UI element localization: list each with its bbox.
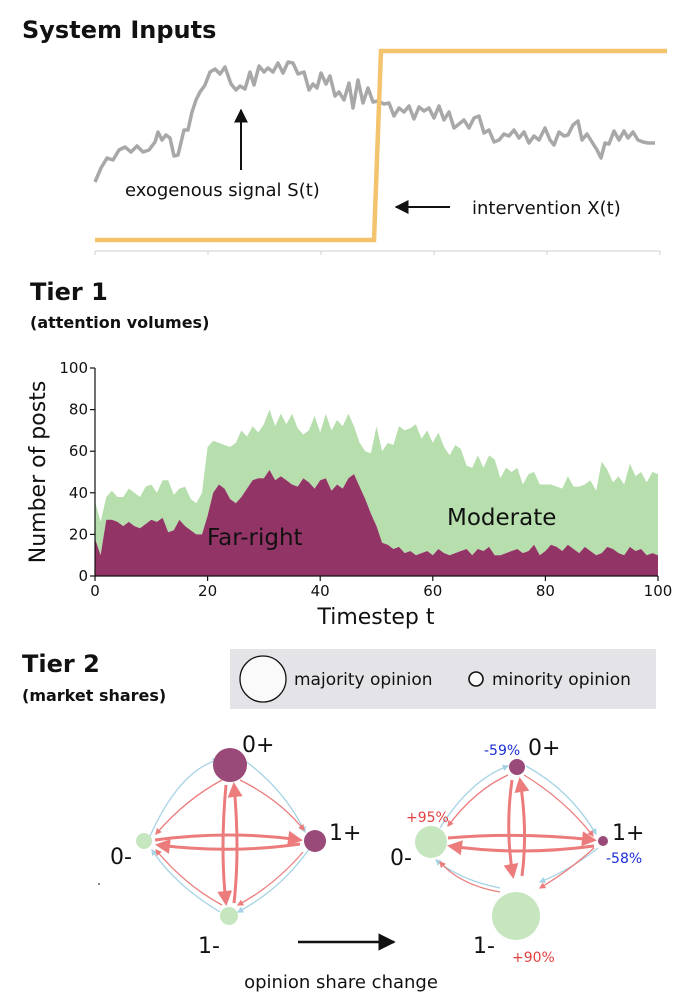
attention-volume-chart: 0 20 40 60 80 100 0 20 40 60 80 100 Timestep t Num… xyxy=(26,359,672,630)
y-tick-label: 60 xyxy=(69,442,88,460)
tier1-panel: Tier 1 (attention volumes) 0 20 40 60 80 100 … xyxy=(26,278,672,630)
system-inputs-heading: System Inputs xyxy=(22,16,216,44)
minority-opinion-legend-label: minority opinion xyxy=(492,670,631,690)
before-node-0minus xyxy=(136,833,152,849)
y-tick-label: 80 xyxy=(69,401,88,419)
after-node-0minus-change: +95% xyxy=(406,810,449,826)
x-tick-label: 100 xyxy=(644,582,673,600)
moderate-area-label: Moderate xyxy=(447,505,556,531)
x-tick-label: 60 xyxy=(423,582,442,600)
y-axis-title: Number of posts xyxy=(26,381,51,564)
y-tick-label: 100 xyxy=(59,359,88,377)
after-node-1plus-change: -58% xyxy=(606,851,642,867)
intervention-line xyxy=(95,48,667,243)
before-red-thin-edges xyxy=(155,779,305,906)
after-node-1minus xyxy=(492,892,540,940)
after-red-thin-edges xyxy=(439,774,595,893)
far-right-area-label: Far-right xyxy=(207,525,303,551)
before-red-thick-edges xyxy=(154,782,303,906)
opinion-change-label: opinion share change xyxy=(244,972,438,993)
tier2-legend: majority opinion minority opinion xyxy=(230,649,656,709)
after-node-0minus xyxy=(415,826,447,858)
before-blue-edges xyxy=(149,758,311,913)
tier2-panel: Tier 2 (market shares) majority opinion … xyxy=(22,649,656,993)
minority-opinion-legend-circle xyxy=(468,671,484,687)
intervention-label: intervention X(t) xyxy=(472,198,621,219)
far-right-area xyxy=(95,469,658,576)
before-node-1minus xyxy=(220,907,238,925)
before-node-1minus-label: 1- xyxy=(198,934,220,959)
after-node-0plus-label: 0+ xyxy=(528,736,560,761)
before-node-0minus-label: 0- xyxy=(110,845,132,870)
y-tick-label: 40 xyxy=(69,484,88,502)
before-node-1plus-label: 1+ xyxy=(329,821,361,846)
tier2-subheading: (market shares) xyxy=(22,686,166,705)
after-node-1plus xyxy=(598,836,608,846)
x-axis-title: Timestep t xyxy=(316,605,434,630)
y-tick-label: 20 xyxy=(69,525,88,543)
x-tick-label: 0 xyxy=(90,582,100,600)
x-tick-label: 20 xyxy=(198,582,217,600)
majority-opinion-legend-label: majority opinion xyxy=(294,670,433,690)
x-tick-label: 40 xyxy=(311,582,330,600)
x-tick-label: 80 xyxy=(536,582,555,600)
after-node-1plus-label: 1+ xyxy=(612,821,644,846)
after-node-1minus-change: +90% xyxy=(512,950,555,966)
before-node-1plus xyxy=(304,830,326,852)
legend-background xyxy=(230,649,656,709)
after-node-1minus-label: 1- xyxy=(473,934,495,959)
before-node-0plus-label: 0+ xyxy=(242,733,274,758)
after-node-0plus-change: -59% xyxy=(484,743,520,759)
y-tick-label: 0 xyxy=(78,567,88,585)
inputs-time-ticks xyxy=(94,251,661,255)
exogenous-signal-label: exogenous signal S(t) xyxy=(125,180,320,201)
after-red-thick-edges xyxy=(447,777,597,879)
tier1-heading: Tier 1 xyxy=(30,278,108,306)
before-node-0plus xyxy=(213,748,247,782)
system-inputs-panel: System Inputs exogenous signal S(t) inte… xyxy=(22,16,667,255)
after-node-0plus xyxy=(509,759,525,775)
network-before: 0+ 1+ 0- 1- xyxy=(98,733,361,959)
exogenous-signal-line xyxy=(93,60,655,183)
majority-opinion-legend-circle xyxy=(239,655,287,703)
after-node-0minus-label: 0- xyxy=(390,846,412,871)
tier2-heading: Tier 2 xyxy=(22,650,100,678)
moderate-area xyxy=(95,409,658,556)
network-after: 0+ 1+ 0- 1- -59% -58% +95% +90% xyxy=(390,736,644,966)
after-blue-edges xyxy=(435,764,599,889)
tier1-subheading: (attention volumes) xyxy=(30,313,209,332)
